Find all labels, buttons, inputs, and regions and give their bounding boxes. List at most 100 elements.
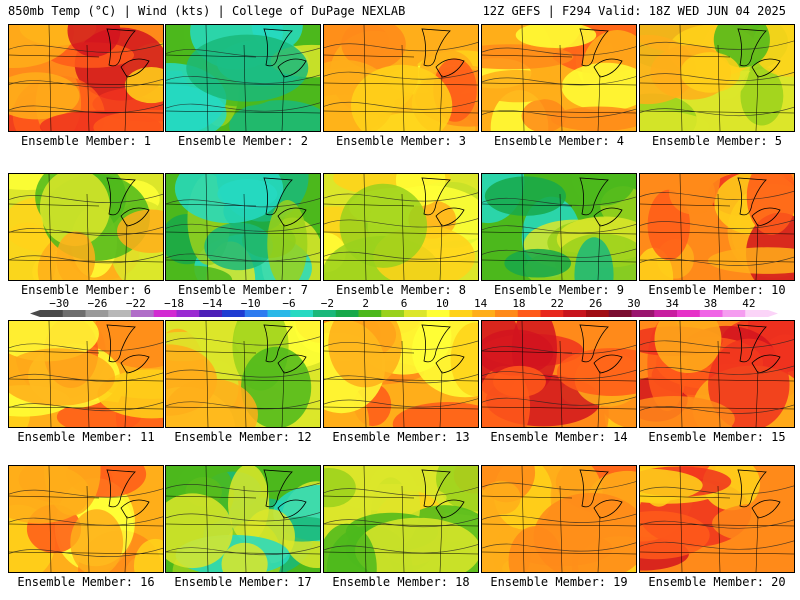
colorbar-tick-label: −14 — [202, 297, 222, 310]
ensemble-member-map — [8, 320, 164, 428]
ensemble-member-label: Ensemble Member: 2 — [177, 134, 309, 148]
ensemble-member-label: Ensemble Member: 19 — [490, 575, 628, 589]
colorbar-swatch — [540, 310, 564, 317]
temperature-colorbar: −30 −26 −22 −18 −14 −10 −6 −2 2 6 10 14 18 22 26 30 34 38… — [30, 297, 778, 317]
colorbar-swatch — [699, 310, 723, 317]
colorbar-swatch — [381, 310, 405, 317]
colorbar-tick-label: 26 — [589, 297, 602, 310]
temperature-field — [640, 25, 794, 131]
ensemble-member-label: Ensemble Member: 13 — [332, 430, 470, 444]
ensemble-member-map — [323, 465, 479, 573]
ensemble-member-label: Ensemble Member: 11 — [17, 430, 155, 444]
colorbar-swatch — [290, 310, 314, 317]
ensemble-member-map — [165, 465, 321, 573]
temperature-field — [482, 174, 636, 280]
colorbar-swatch — [495, 310, 519, 317]
colorbar-swatch — [449, 310, 473, 317]
ensemble-member-map — [8, 173, 164, 281]
colorbar-tick-label: −26 — [88, 297, 108, 310]
ensemble-member-label: Ensemble Member: 3 — [335, 134, 467, 148]
colorbar-tick-label: 18 — [512, 297, 525, 310]
ensemble-member-map — [323, 24, 479, 132]
ensemble-member-label: Ensemble Member: 6 — [20, 283, 152, 297]
ensemble-member-map — [165, 320, 321, 428]
temperature-field — [640, 466, 794, 572]
colorbar-swatch — [176, 310, 200, 317]
ensemble-member-label: Ensemble Member: 20 — [648, 575, 786, 589]
ensemble-member-map — [639, 173, 795, 281]
colorbar-swatch — [40, 310, 64, 317]
colorbar-tick-label: 6 — [401, 297, 408, 310]
temperature-field — [166, 321, 320, 427]
colorbar-tick-label: −2 — [321, 297, 334, 310]
colorbar-left-arrow — [30, 310, 40, 317]
colorbar-swatch — [358, 310, 382, 317]
ensemble-member-label: Ensemble Member: 12 — [174, 430, 312, 444]
colorbar-tick-label: 34 — [666, 297, 680, 310]
ensemble-member-map — [165, 24, 321, 132]
temperature-field — [640, 174, 794, 280]
temperature-field — [324, 321, 478, 427]
ensemble-member-map — [323, 320, 479, 428]
colorbar-tick-label: 10 — [436, 297, 449, 310]
ensemble-member-map — [481, 24, 637, 132]
temperature-field — [324, 25, 478, 131]
colorbar-swatch — [108, 310, 132, 317]
ensemble-member-map — [165, 173, 321, 281]
colorbar-right-arrow — [768, 310, 778, 317]
ensemble-member-map — [639, 24, 795, 132]
colorbar-swatch — [85, 310, 109, 317]
colorbar-swatch — [631, 310, 655, 317]
colorbar-tick-label: −22 — [126, 297, 146, 310]
colorbar-swatch — [199, 310, 223, 317]
temperature-field — [482, 321, 636, 427]
colorbar-swatch — [722, 310, 746, 317]
ensemble-member-map — [481, 173, 637, 281]
colorbar-swatch — [426, 310, 450, 317]
temperature-field — [9, 321, 163, 427]
colorbar-tick-label: −18 — [164, 297, 184, 310]
ensemble-member-map — [323, 173, 479, 281]
ensemble-member-map — [639, 320, 795, 428]
ensemble-member-label: Ensemble Member: 5 — [651, 134, 783, 148]
colorbar-tick-label: −6 — [282, 297, 295, 310]
ensemble-member-label: Ensemble Member: 15 — [648, 430, 786, 444]
ensemble-member-label: Ensemble Member: 17 — [174, 575, 312, 589]
colorbar-tick-label: 22 — [551, 297, 564, 310]
model-run-info: 12Z GEFS | F294 Valid: 18Z WED JUN 04 20… — [482, 4, 786, 18]
temperature-field — [166, 466, 320, 572]
colorbar-swatch — [335, 310, 359, 317]
ensemble-member-map — [481, 465, 637, 573]
colorbar-swatch — [517, 310, 541, 317]
colorbar-swatch — [745, 310, 769, 317]
ensemble-member-label: Ensemble Member: 8 — [335, 283, 467, 297]
colorbar-tick-label: 14 — [474, 297, 488, 310]
colorbar-tick-label: −30 — [49, 297, 69, 310]
colorbar-swatch — [131, 310, 155, 317]
colorbar-swatch — [244, 310, 268, 317]
ensemble-member-map — [639, 465, 795, 573]
colorbar-tick-label: −10 — [241, 297, 261, 310]
temperature-field — [482, 466, 636, 572]
ensemble-member-label: Ensemble Member: 1 — [20, 134, 152, 148]
ensemble-member-label: Ensemble Member: 14 — [490, 430, 628, 444]
colorbar-swatch — [313, 310, 337, 317]
chart-title: 850mb Temp (°C) | Wind (kts) | College o… — [8, 4, 406, 18]
colorbar-swatch — [586, 310, 610, 317]
colorbar-swatch — [62, 310, 86, 317]
colorbar-tick-label: 42 — [742, 297, 755, 310]
temperature-field — [9, 174, 163, 280]
colorbar-swatch — [404, 310, 428, 317]
ensemble-member-map — [8, 465, 164, 573]
colorbar-swatch — [153, 310, 177, 317]
colorbar-swatch — [677, 310, 701, 317]
colorbar-tick-label: 2 — [362, 297, 369, 310]
temperature-field — [166, 25, 320, 131]
temperature-field — [9, 25, 163, 131]
ensemble-member-label: Ensemble Member: 4 — [493, 134, 625, 148]
temperature-field — [324, 174, 478, 280]
colorbar-swatch — [608, 310, 632, 317]
ensemble-member-label: Ensemble Member: 16 — [17, 575, 155, 589]
ensemble-member-label: Ensemble Member: 7 — [177, 283, 309, 297]
colorbar-swatch — [267, 310, 291, 317]
